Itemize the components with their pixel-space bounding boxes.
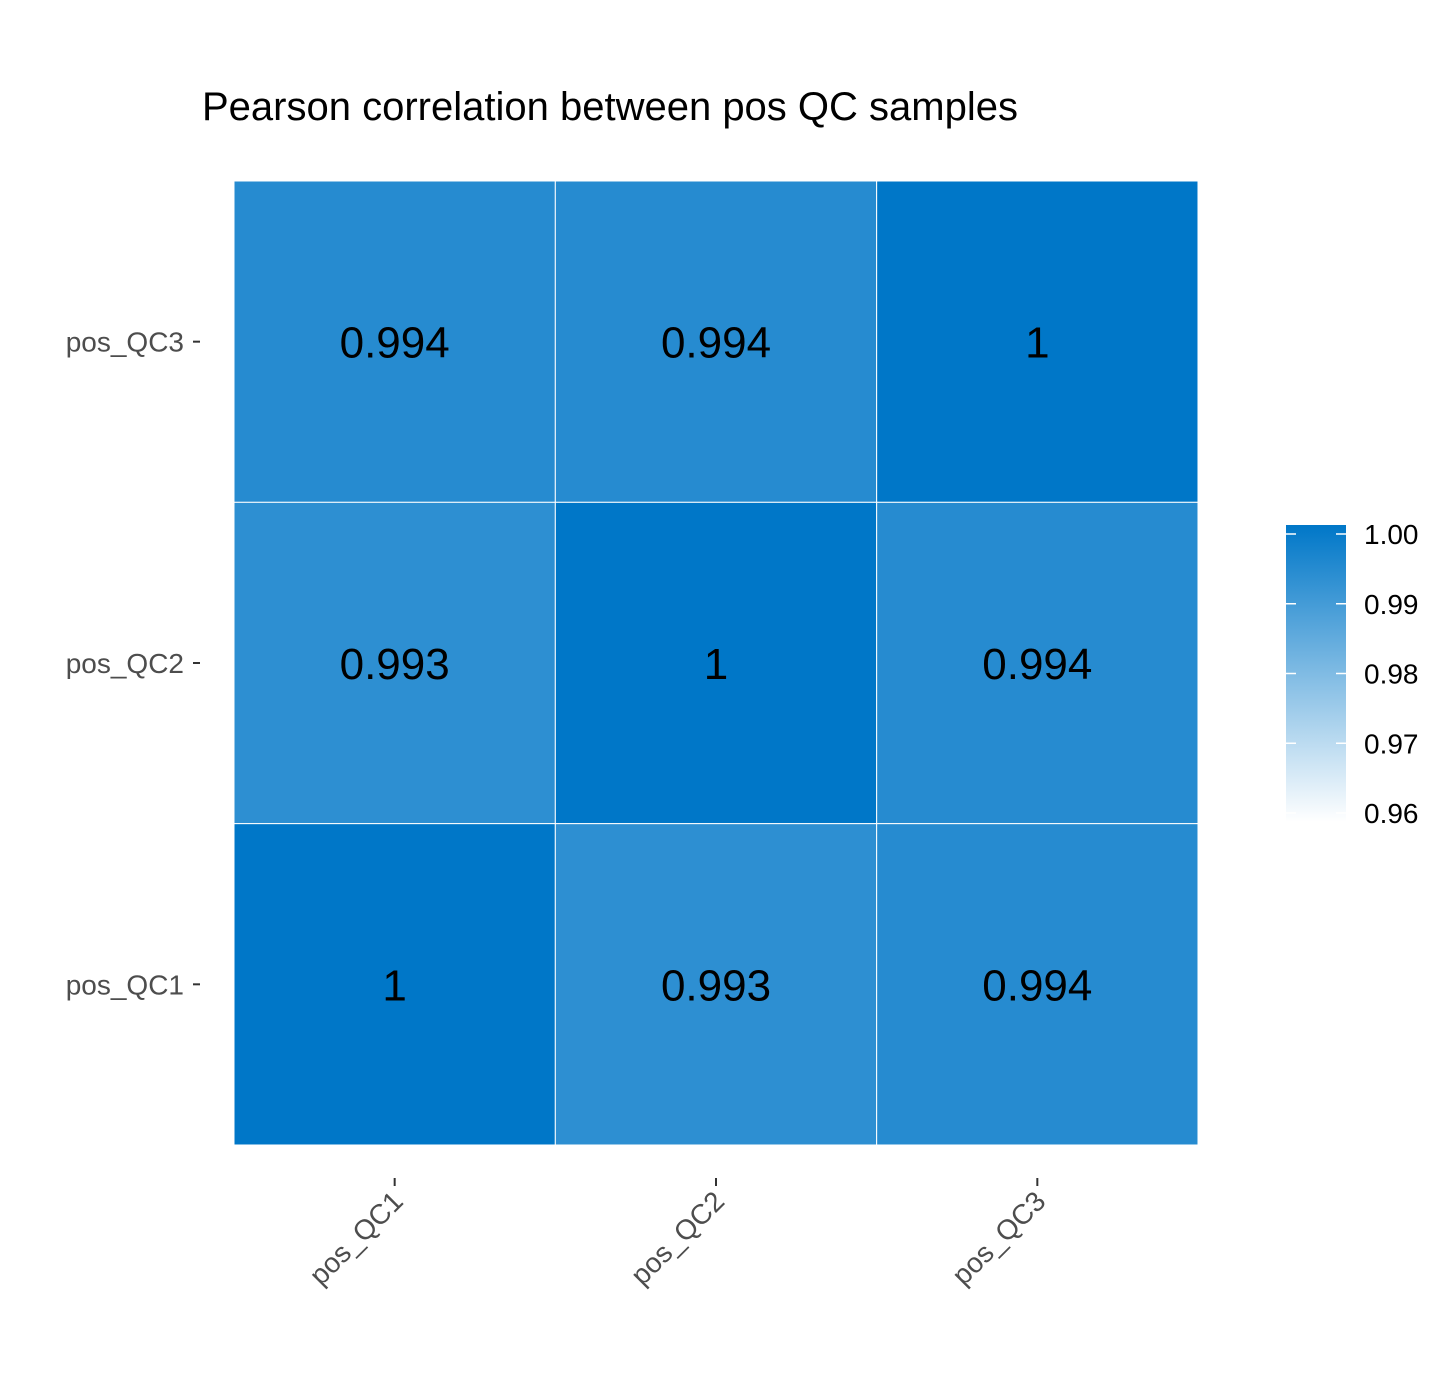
cell-value-label: 1: [704, 640, 728, 689]
heatmap-cell-pos_QC1-pos_QC3: [233, 180, 556, 503]
cell-value-label: 0.993: [340, 640, 450, 689]
cell-value-label: 0.994: [661, 319, 771, 368]
legend-tick-label: 0.99: [1364, 589, 1419, 620]
legend-tick-label: 0.97: [1364, 728, 1419, 759]
cell-value-label: 1: [382, 961, 406, 1010]
chart-title: Pearson correlation between pos QC sampl…: [202, 85, 1018, 129]
cell-value-label: 0.994: [982, 961, 1092, 1010]
x-tick-label: pos_QC3: [946, 1185, 1052, 1291]
heatmap-cell-pos_QC3-pos_QC1: [876, 823, 1199, 1146]
x-tick-label: pos_QC2: [625, 1185, 731, 1291]
heatmap-cell-pos_QC2-pos_QC1: [554, 823, 878, 1146]
heatmap-cell-pos_QC2-pos_QC3: [554, 180, 878, 503]
heatmap-cell-pos_QC1-pos_QC2: [233, 501, 556, 825]
cell-value-label: 0.994: [982, 640, 1092, 689]
x-axis: pos_QC1 pos_QC2 pos_QC3: [303, 1178, 1052, 1291]
y-tick-label: pos_QC3: [66, 327, 184, 358]
y-axis: pos_QC1 pos_QC2 pos_QC3: [66, 327, 200, 1000]
color-legend: 1.00 0.99 0.98 0.97 0.96: [1286, 519, 1419, 829]
heatmap-cell-pos_QC3-pos_QC3: [876, 180, 1199, 503]
heatmap-cell-pos_QC1-pos_QC1: [233, 823, 556, 1146]
y-tick-label: pos_QC1: [66, 969, 184, 1000]
heatmap-cell-pos_QC2-pos_QC2: [554, 501, 878, 825]
legend-tick-label: 1.00: [1364, 519, 1419, 550]
cell-value-label: 0.994: [340, 319, 450, 368]
cell-value-label: 0.993: [661, 961, 771, 1010]
legend-tick-label: 0.98: [1364, 659, 1419, 690]
y-tick-label: pos_QC2: [66, 648, 184, 679]
heatmap-cell-pos_QC3-pos_QC2: [876, 501, 1199, 825]
legend-tick-label: 0.96: [1364, 798, 1419, 829]
x-tick-label: pos_QC1: [303, 1185, 409, 1291]
cell-value-label: 1: [1025, 319, 1049, 368]
heatmap-cells: 0.994 0.994 1 0.993 1 0.994 1 0.993 0.994: [233, 180, 1199, 1146]
